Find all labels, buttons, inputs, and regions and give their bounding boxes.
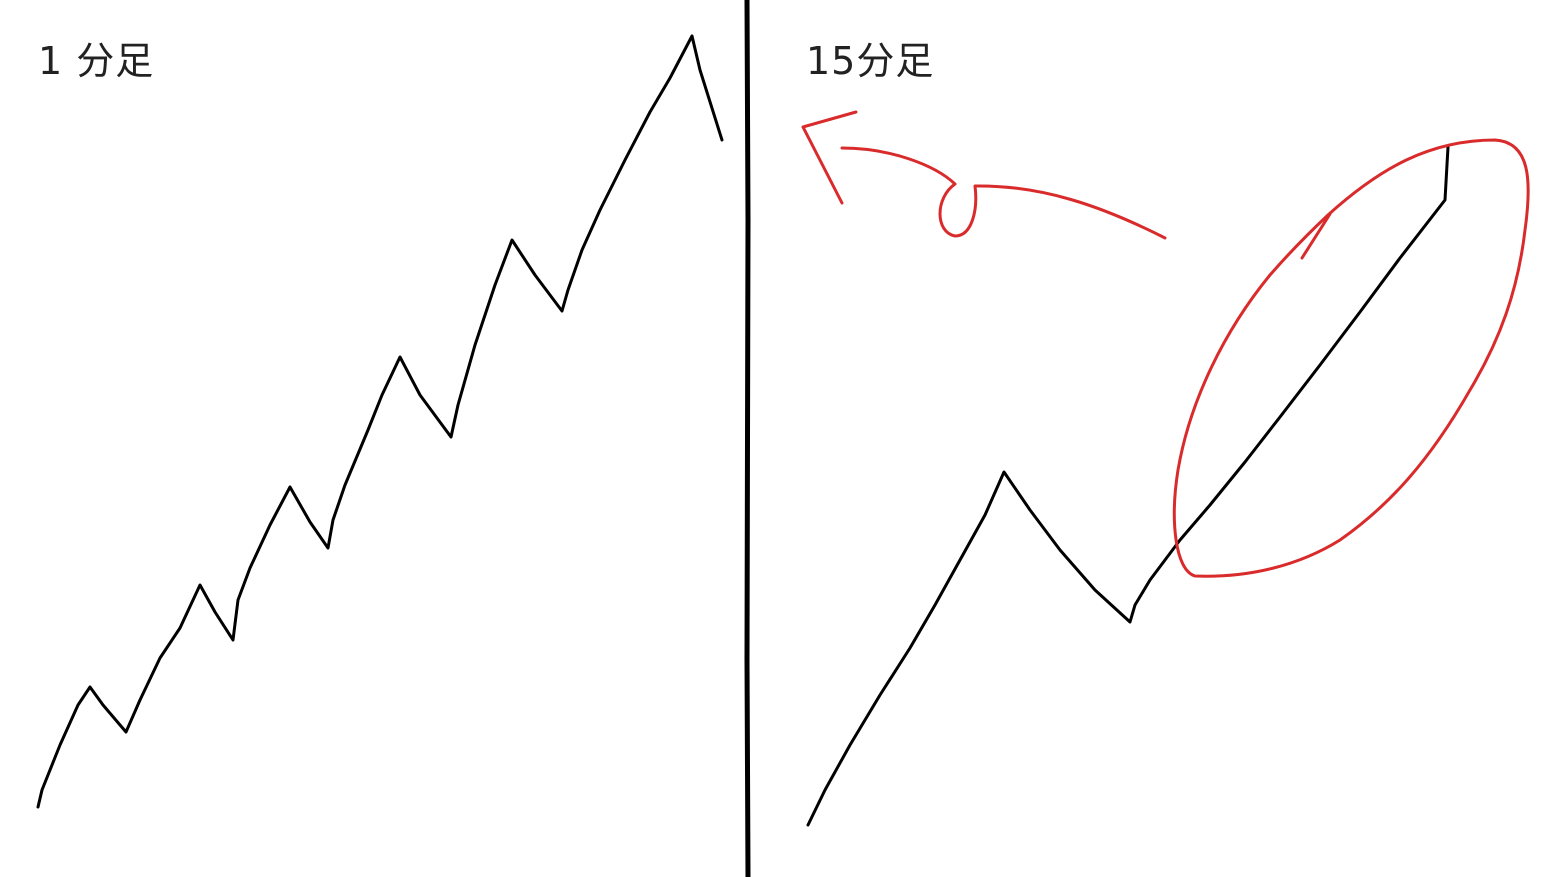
panel-title-1min: 1 分足 [38, 39, 155, 83]
panel-title-15min: 15分足 [806, 39, 935, 83]
price-line-15min [806, 145, 1450, 827]
annotation-arrow-head [801, 110, 858, 205]
highlight-ellipse [1172, 138, 1530, 578]
price-line-1min [36, 34, 724, 809]
panel-divider [744, 0, 751, 877]
annotation-arrow-curve [840, 146, 1167, 240]
